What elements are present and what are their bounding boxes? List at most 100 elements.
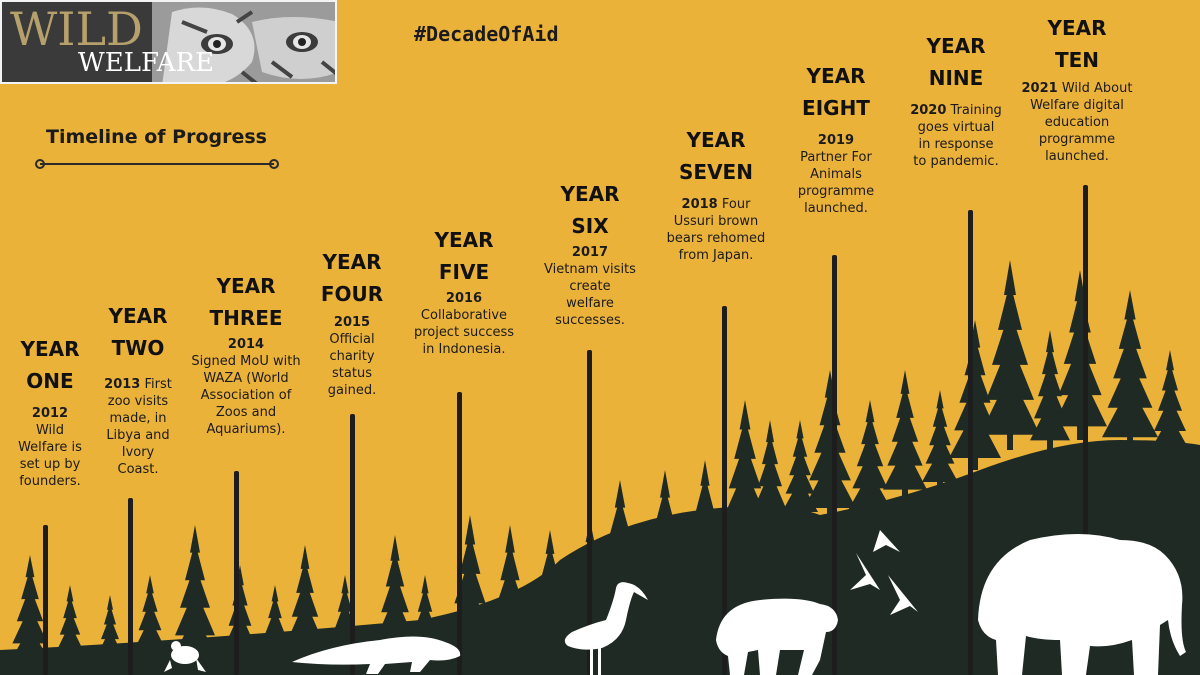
elephant-icon: [978, 534, 1186, 675]
milestone-pole: [587, 350, 592, 675]
tree-icon: [407, 575, 443, 675]
milestone-date: 2021: [1021, 81, 1058, 96]
milestone-year-label: YEAR: [108, 304, 168, 328]
milestone-date: 2015: [333, 315, 371, 330]
milestone-text: Official charity status gained.: [327, 332, 377, 398]
tree-icon: [1030, 330, 1070, 450]
milestone-year-label: YEAR: [560, 182, 620, 206]
milestone-pole: [722, 306, 727, 675]
milestone-pole: [350, 414, 355, 675]
title-underline: [35, 159, 279, 169]
milestone-year-seven: YEAR SEVEN 2018 Four Ussuri brown bears …: [664, 124, 768, 264]
milestone-year-word: SIX: [571, 214, 609, 238]
milestone-pole: [832, 255, 837, 675]
milestone-text: Four Ussuri brown bears rehomed from Jap…: [666, 197, 766, 263]
milestone-year-label: YEAR: [20, 337, 80, 361]
milestone-year-word: THREE: [209, 306, 283, 330]
milestone-year-five: YEAR FIVE 2016 Collaborative project succ…: [412, 224, 516, 358]
milestone-year-ten: YEAR TEN 2021 Wild About Welfare digital…: [1018, 12, 1136, 165]
milestone-year-label: YEAR: [806, 64, 866, 88]
logo-word-wild: WILD: [10, 2, 143, 56]
milestone-text: Collaborative project success in Indones…: [413, 308, 515, 357]
milestone-year-label: YEAR: [434, 228, 494, 252]
milestone-year-word: TEN: [1054, 48, 1100, 72]
tree-icon: [1053, 270, 1107, 440]
tree-icon: [1150, 350, 1190, 460]
tree-icon: [804, 370, 856, 520]
milestone-year-label: YEAR: [216, 274, 276, 298]
milestone-pole: [234, 471, 239, 675]
tree-icon: [221, 565, 259, 675]
milestone-year-six: YEAR SIX 2017 Vietnam visits create welfa…: [544, 178, 636, 329]
milestone-pole: [128, 498, 133, 675]
tree-icon: [8, 555, 52, 675]
tree-icon: [718, 400, 772, 560]
hashtag: #DecadeOfAid: [414, 22, 559, 46]
milestone-year-two: YEAR TWO 2013 First zoo visits made, in …: [100, 300, 176, 478]
milestone-text: Wild Welfare is set up by founders.: [18, 423, 82, 489]
milestone-year-word: TWO: [111, 336, 165, 360]
milestone-year-word: NINE: [928, 66, 984, 90]
milestone-text: Signed MoU with WAZA (World Association …: [191, 354, 301, 437]
milestone-year-three: YEAR THREE 2014 Signed MoU with WAZA (Wor…: [186, 270, 306, 438]
timeline-title: Timeline of Progress: [46, 126, 267, 148]
tree-icon: [750, 420, 790, 540]
milestone-year-label: YEAR: [686, 128, 746, 152]
milestone-date: 2014: [227, 337, 265, 352]
tree-icon: [486, 525, 534, 675]
milestone-year-word: FOUR: [320, 282, 384, 306]
logo-word-welfare: WELFARE: [78, 48, 215, 78]
milestone-date: 2013: [104, 377, 141, 392]
milestone-text: Wild About Welfare digital education pro…: [1030, 81, 1133, 164]
lizard-icon: [292, 636, 461, 674]
milestone-date: 2016: [445, 291, 483, 306]
tree-icon: [283, 545, 327, 675]
milestone-pole: [1083, 185, 1088, 675]
milestone-date: 2018: [681, 197, 718, 212]
tree-icon: [594, 480, 646, 630]
milestone-year-word: ONE: [26, 369, 74, 393]
wild-welfare-logo: WILD WELFARE: [0, 0, 337, 84]
tree-icon: [640, 470, 690, 620]
milestone-year-eight: YEAR EIGHT 2019 Partner For Animals progr…: [792, 60, 880, 217]
milestone-text: Training goes virtual in response to pan…: [913, 103, 1002, 169]
milestone-text: Vietnam visits create welfare successes.: [544, 262, 636, 328]
tree-icon: [782, 420, 818, 520]
tree-icon: [444, 515, 496, 675]
milestone-pole: [968, 210, 973, 675]
milestone-year-word: SEVEN: [679, 160, 753, 184]
tree-icon: [883, 370, 927, 500]
milestone-year-label: YEAR: [322, 250, 382, 274]
tree-icon: [528, 530, 572, 660]
tiger-face-icon: [152, 2, 335, 82]
tree-icon: [949, 320, 1001, 470]
stork-icon: [564, 582, 648, 675]
hill-ground: [0, 440, 1200, 675]
milestone-year-label: YEAR: [1047, 16, 1107, 40]
frog-icon: [164, 641, 206, 672]
milestone-year-word: EIGHT: [802, 96, 870, 120]
tree-icon: [131, 575, 169, 675]
birds-icon: [850, 530, 918, 615]
milestone-date: 2017: [571, 245, 609, 260]
milestone-date: 2019: [817, 133, 855, 148]
milestone-year-nine: YEAR NINE 2020 Training goes virtual in …: [910, 30, 1002, 170]
tree-icon: [95, 595, 125, 675]
tree-icon: [53, 585, 87, 675]
milestone-year-one: YEAR ONE 2012 Wild Welfare is set up by f…: [12, 333, 88, 490]
milestone-date: 2020: [910, 103, 947, 118]
milestone-year-word: FIVE: [438, 260, 490, 284]
milestone-pole: [457, 392, 462, 675]
bear-icon: [716, 598, 838, 675]
tree-icon: [258, 585, 292, 675]
milestone-text: First zoo visits made, in Libya and Ivor…: [106, 377, 172, 477]
tree-icon: [682, 460, 728, 600]
tree-icon: [848, 400, 892, 520]
milestone-pole: [43, 525, 48, 675]
milestone-date: 2012: [31, 406, 69, 421]
tree-icon: [170, 525, 220, 675]
tree-icon: [372, 535, 418, 675]
